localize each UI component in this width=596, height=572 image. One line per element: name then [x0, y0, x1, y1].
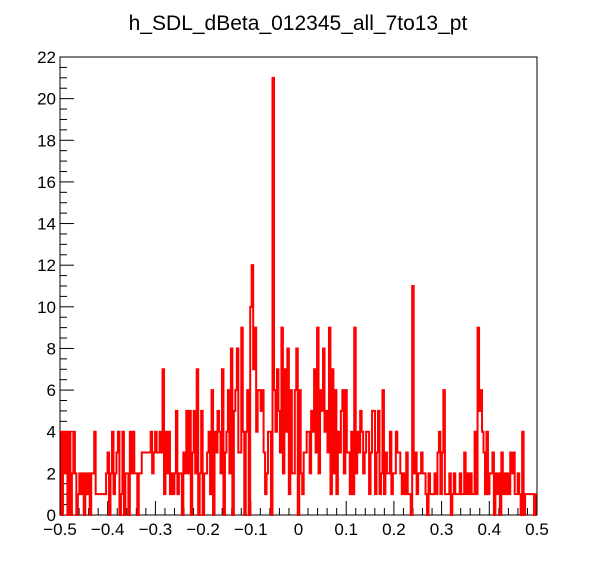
y-tick-label: 18	[37, 131, 56, 150]
y-tick-label: 20	[37, 90, 56, 109]
y-tick-label: 6	[47, 381, 56, 400]
x-tick-label: 0.3	[430, 520, 454, 539]
x-tick-label: −0.1	[234, 520, 268, 539]
x-tick-label: 0.4	[477, 520, 501, 539]
histogram-series-line	[60, 76, 537, 516]
x-tick-label: −0.4	[91, 520, 125, 539]
x-tick-label: 0.5	[525, 520, 549, 539]
y-axis-tick-labels: 0 2 4 6 8 10 12 14 16 18 20 22	[37, 48, 56, 525]
y-tick-label: 14	[37, 215, 56, 234]
y-tick-label: 2	[47, 464, 56, 483]
x-axis-tick-labels: −0.5 −0.4 −0.3 −0.2 −0.1 0 0.1 0.2 0.3 0.4 0.5	[43, 520, 549, 539]
y-tick-label: 22	[37, 48, 56, 67]
y-tick-label: 16	[37, 173, 56, 192]
y-tick-label: 4	[47, 423, 56, 442]
x-tick-label: 0.1	[334, 520, 358, 539]
x-tick-label: 0.2	[382, 520, 406, 539]
y-tick-label: 0	[47, 506, 56, 525]
x-tick-label: −0.2	[186, 520, 220, 539]
y-tick-label: 8	[47, 339, 56, 358]
x-tick-label: −0.5	[43, 520, 77, 539]
y-tick-label: 12	[37, 256, 56, 275]
chart-title: h_SDL_dBeta_012345_all_7to13_pt	[129, 12, 468, 35]
y-tick-label: 10	[37, 298, 56, 317]
x-tick-label: 0	[294, 520, 303, 539]
x-tick-label: −0.3	[139, 520, 173, 539]
